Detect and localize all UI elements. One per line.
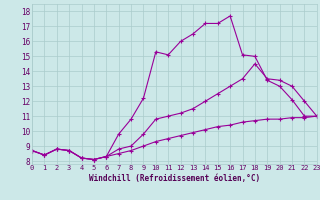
X-axis label: Windchill (Refroidissement éolien,°C): Windchill (Refroidissement éolien,°C) [89,174,260,183]
